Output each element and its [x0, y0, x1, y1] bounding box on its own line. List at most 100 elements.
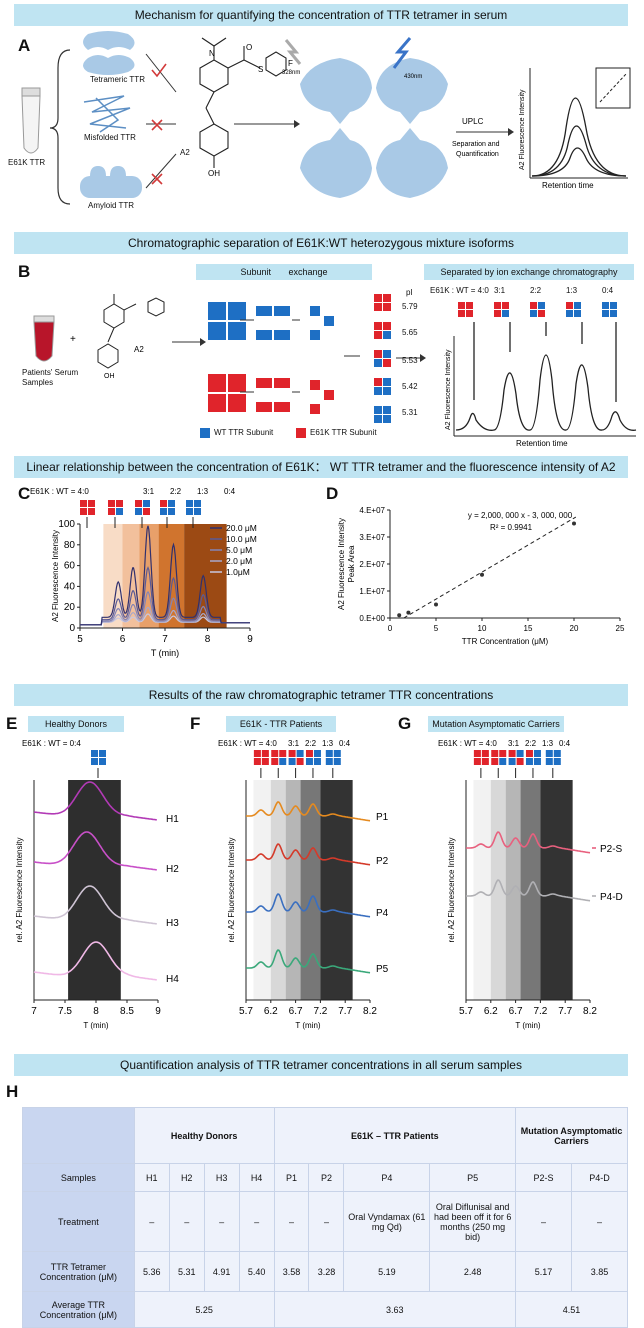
sep-title: Separated by ion exchange chromatography [424, 264, 634, 280]
legend-wt-swatch [200, 428, 210, 438]
isoform-band [505, 780, 521, 1000]
table-row-concentration: TTR Tetramer Concentration (μM) 5.36 5.31… [22, 1251, 629, 1292]
isoform-square [516, 750, 524, 757]
isoform-band [473, 780, 491, 1000]
isoform-square [91, 758, 98, 765]
svg-text:A2 Fluorescence Intensity: A2 Fluorescence Intensity [445, 349, 452, 430]
isoform-square [135, 508, 142, 515]
cross-icon [151, 173, 163, 185]
isoform-square [143, 500, 150, 507]
isoform-square [253, 758, 261, 765]
isoform-square [194, 500, 201, 507]
isoform-square [508, 758, 516, 765]
isoform-band [68, 780, 121, 1000]
arrow [145, 53, 177, 93]
ratio-label: E61K : WT = 4:0 [30, 487, 89, 496]
isoform-2-2 [374, 350, 391, 367]
panel-a-chart [529, 67, 631, 179]
group-carriers: Mutation Asymptomatic Carriers [515, 1107, 628, 1164]
tube-label: E61K TTR [8, 158, 46, 167]
quant-table: Healthy Donors E61K – TTR Patients Mutat… [22, 1107, 629, 1328]
ratio: 0:4 [224, 487, 236, 496]
serum-tube-icon [33, 315, 55, 362]
legend-e61k-swatch [296, 428, 306, 438]
panel-f-title: E61K - TTR Patients [226, 716, 336, 732]
a2-molecule-icon [97, 294, 165, 369]
ratio: 2:2 [305, 739, 317, 748]
wt-dimers [256, 306, 290, 340]
ratio: 0:4 [339, 739, 351, 748]
svg-text:A2: A2 [134, 345, 144, 354]
table-row-average: Average TTR Concentration (μM) 5.25 3.63… [22, 1291, 628, 1328]
y-tick-label: 2.E+07 [359, 560, 385, 569]
x-axis-label: TTR Concentration (μM) [462, 637, 549, 646]
ratio: 3:1 [494, 286, 506, 295]
x-axis-label: T (min) [83, 1021, 109, 1030]
y-tick-label: 40 [64, 581, 76, 592]
equation: y = 2,000, 000 x - 3, 000, 000 [468, 511, 573, 520]
svg-text:430nm: 430nm [404, 74, 422, 80]
legend-e61k: E61K TTR Subunit [310, 428, 377, 437]
isoform-square [305, 758, 313, 765]
x-tick-label: 7.7 [338, 1006, 352, 1017]
isoform-square [473, 758, 481, 765]
svg-text:Quantification: Quantification [456, 151, 499, 158]
banner-linear: Linear relationship between the concentr… [14, 456, 628, 478]
isoform-square [108, 500, 115, 507]
series-label: P5 [376, 964, 389, 975]
pi-value: 5.42 [402, 382, 418, 391]
isoform-square [194, 508, 201, 515]
isoform-1-3 [374, 378, 391, 395]
label-a2: A2 [180, 148, 190, 157]
svg-text:A2 Fluorescence Intensity: A2 Fluorescence Intensity [519, 89, 526, 170]
y-tick-label: 3.E+07 [359, 533, 385, 542]
monomers [310, 306, 334, 414]
x-tick-label: 8.5 [120, 1006, 134, 1017]
ratio: 1:3 [322, 739, 334, 748]
isoform-square [525, 758, 533, 765]
e61k-dimers [256, 378, 290, 412]
panel-label-c: C [18, 484, 31, 503]
panel-c-chart: 0 20 40 60 80 100 5 6 7 8 9 T (min) A2 Fluorescence … [30, 487, 257, 658]
isoform-square [168, 508, 175, 515]
x-tick-label: 10 [478, 624, 487, 633]
series-label: H3 [166, 918, 179, 929]
legend-wt: WT TTR Subunit [214, 428, 274, 437]
series-line [33, 941, 157, 981]
panel-a-diagram: N O S F OH 328nm 430nm UPLC Separation a… [21, 31, 631, 205]
isoform-square [533, 758, 541, 765]
isoform-square [186, 500, 193, 507]
series-label: H4 [166, 974, 179, 985]
isoform-square [516, 758, 524, 765]
ratio: 1:3 [197, 487, 209, 496]
series-line [466, 831, 591, 854]
misfolded-ttr-icon [83, 95, 131, 133]
lightning-icon [284, 39, 302, 65]
isoform-square [116, 508, 123, 515]
isoform-square [261, 750, 269, 757]
group-patients: E61K – TTR Patients [273, 1107, 517, 1164]
series-line [246, 843, 371, 866]
x-tick-label: 5.7 [239, 1006, 253, 1017]
isoform-band [300, 780, 321, 1000]
y-tick-label: 100 [58, 519, 75, 530]
isoform-square [91, 750, 98, 757]
isoform-square [325, 758, 333, 765]
series-label: H2 [166, 864, 179, 875]
label-tetrameric: Tetrameric TTR [90, 75, 145, 84]
x-tick-label: 8 [93, 1006, 99, 1017]
series-line [246, 801, 371, 822]
svg-text:O: O [246, 43, 252, 52]
ratio: 3:1 [143, 487, 155, 496]
isoform-square [325, 750, 333, 757]
x-tick-label: 6.2 [264, 1006, 278, 1017]
y-tick-label: 80 [64, 540, 76, 551]
isoform-square [143, 508, 150, 515]
y-tick-label: 1.E+07 [359, 587, 385, 596]
isoform-square [99, 758, 106, 765]
x-tick-label: 6.2 [484, 1006, 498, 1017]
ratio: 0:4 [602, 286, 614, 295]
isoform-square [99, 750, 106, 757]
panel-label-f: F [190, 714, 201, 733]
isoform-square [333, 758, 341, 765]
